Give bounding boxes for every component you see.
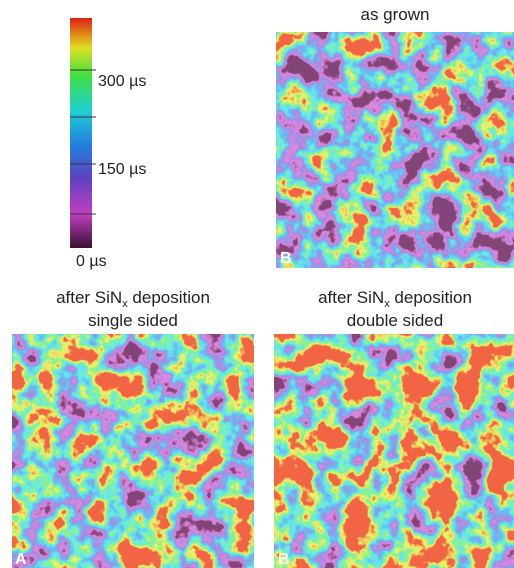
lifetime-map — [274, 334, 514, 568]
colorbar-label: 300 µs — [98, 73, 146, 90]
colorbar-label: 0 µs — [76, 253, 107, 270]
panel-title: double sided — [347, 311, 443, 330]
panel-letter: B — [280, 250, 292, 267]
panel-letter: A — [15, 551, 27, 568]
title-text: deposition — [390, 288, 472, 307]
panel-letter: B — [278, 551, 290, 568]
title-text: deposition — [128, 288, 210, 307]
panel-title: as grown — [361, 5, 430, 24]
lifetime-map — [276, 32, 514, 268]
colorbar-label: 150 µs — [98, 161, 146, 178]
title-text: after SiN — [56, 288, 122, 307]
panel-title: single sided — [88, 311, 178, 330]
title-text: after SiN — [318, 288, 384, 307]
lifetime-map — [12, 334, 254, 568]
panel-title: after SiNx deposition — [318, 288, 472, 310]
panel-title: after SiNx deposition — [56, 288, 210, 310]
figure: 300 µs 150 µs 0 µs as grown B after SiNx… — [0, 0, 514, 568]
